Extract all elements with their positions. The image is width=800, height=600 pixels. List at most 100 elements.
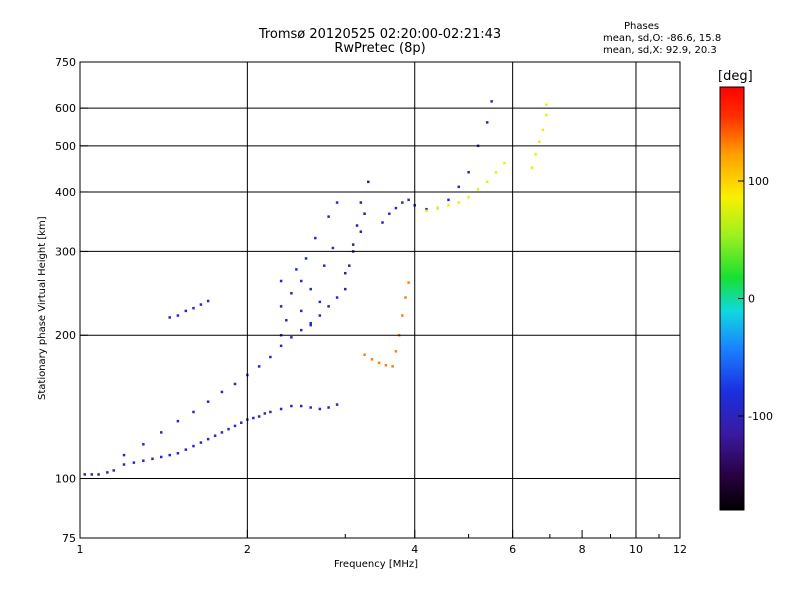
scatter-point <box>176 452 180 455</box>
scatter-point <box>206 437 210 441</box>
y-tick-label: 200 <box>55 329 76 342</box>
scatter-point <box>401 201 404 204</box>
phases-x-mode: mean, sd,X: 92.9, 20.3 <box>603 45 717 56</box>
scatter-point <box>318 300 322 304</box>
chart-title: Tromsø 20120525 02:20:00-02:21:43 <box>258 27 502 42</box>
x-tick-label: 10 <box>629 543 643 556</box>
scatter-point <box>425 207 428 211</box>
scatter-point <box>263 412 267 415</box>
scatter-point <box>404 296 407 299</box>
scatter-point <box>457 185 461 189</box>
scatter-point <box>367 180 370 184</box>
scatter-point <box>344 271 347 275</box>
scatter-point <box>269 410 272 414</box>
scatter-point <box>377 361 381 365</box>
scatter-point <box>184 309 188 313</box>
scatter-point <box>257 365 261 368</box>
colorbar-tick-label: -100 <box>748 410 773 423</box>
scatter-point <box>388 212 391 215</box>
scatter-point <box>184 448 188 451</box>
scatter-point <box>285 319 288 322</box>
scatter-point <box>309 406 312 409</box>
scatter-point <box>545 113 548 117</box>
scatter-point <box>401 314 404 317</box>
scatter-point <box>176 419 180 423</box>
scatter-point <box>299 404 303 408</box>
x-tick-label: 4 <box>411 543 418 556</box>
scatter-point <box>240 421 243 424</box>
chart-subtitle: RwPretec (8p) <box>334 41 426 56</box>
scatter-point <box>327 305 330 308</box>
scatter-point <box>299 328 303 332</box>
scatter-point <box>391 365 394 368</box>
scatter-point <box>168 453 171 457</box>
scatter-point <box>503 161 506 165</box>
scatter-point <box>142 459 145 462</box>
scatter-point <box>309 321 312 325</box>
scatter-point <box>344 287 347 291</box>
scatter-point <box>348 264 351 267</box>
scatter-point <box>220 431 224 434</box>
y-tick-label: 300 <box>55 245 76 258</box>
scatter-point <box>227 427 230 431</box>
y-tick-label: 750 <box>55 56 76 69</box>
y-tick-label: 75 <box>62 532 76 545</box>
scatter-point <box>370 358 374 361</box>
scatter-point <box>323 264 326 267</box>
scatter-point <box>97 473 100 476</box>
colorbar-label: [deg] <box>718 69 753 84</box>
x-axis-ticks: 1 2 4 6 8 10 12 <box>77 530 687 556</box>
scatter-point <box>363 353 366 356</box>
scatter-point <box>394 350 398 353</box>
scatter-point <box>407 281 410 284</box>
scatter-point <box>384 363 388 367</box>
scatter-point <box>206 400 210 403</box>
scatter-point <box>159 455 163 459</box>
y-axis-label: Stationary phase Virtual Height [km] <box>37 216 48 400</box>
scatter-point <box>318 314 322 317</box>
scatter-point <box>192 306 195 310</box>
scatter-point <box>425 209 428 213</box>
scatter-points <box>83 100 548 476</box>
x-tick-label: 6 <box>509 543 516 556</box>
scatter-point <box>436 206 439 210</box>
y-tick-label: 100 <box>55 473 76 486</box>
scatter-point <box>351 243 355 246</box>
scatter-point <box>269 355 272 359</box>
scatter-point <box>467 170 470 174</box>
scatter-point <box>327 215 330 218</box>
colorbar-tick-label: 0 <box>748 293 755 306</box>
scatter-point <box>530 166 534 169</box>
x-tick-label: 2 <box>244 543 251 556</box>
scatter-point <box>541 128 545 132</box>
scatter-point <box>279 279 283 283</box>
scatter-point <box>233 382 237 386</box>
scatter-point <box>299 309 303 313</box>
scatter-point <box>142 443 145 446</box>
scatter-point <box>381 221 384 224</box>
scatter-point <box>252 416 255 420</box>
scatter-point <box>199 303 203 306</box>
scatter-point <box>545 103 548 106</box>
phases-o-mode: mean, sd,O: -86.6, 15.8 <box>603 33 722 44</box>
scatter-point <box>192 410 195 414</box>
scatter-point <box>290 404 293 408</box>
scatter-point <box>447 198 450 202</box>
scatter-point <box>355 224 359 227</box>
scatter-point <box>359 230 363 233</box>
y-axis-ticks: 75 100 200 300 400 500 600 750 <box>55 56 88 545</box>
scatter-point <box>335 403 339 406</box>
scatter-point <box>304 257 308 260</box>
scatter-point <box>168 316 171 319</box>
scatter-point <box>394 206 398 210</box>
scatter-point <box>279 344 283 348</box>
scatter-point <box>290 336 293 339</box>
scatter-point <box>220 390 224 394</box>
scatter-point <box>159 431 163 434</box>
scatter-point <box>485 121 489 124</box>
scatter-point <box>233 424 237 428</box>
scatter-point <box>363 212 366 215</box>
scatter-point <box>318 407 322 411</box>
plot-frame <box>79 61 681 539</box>
